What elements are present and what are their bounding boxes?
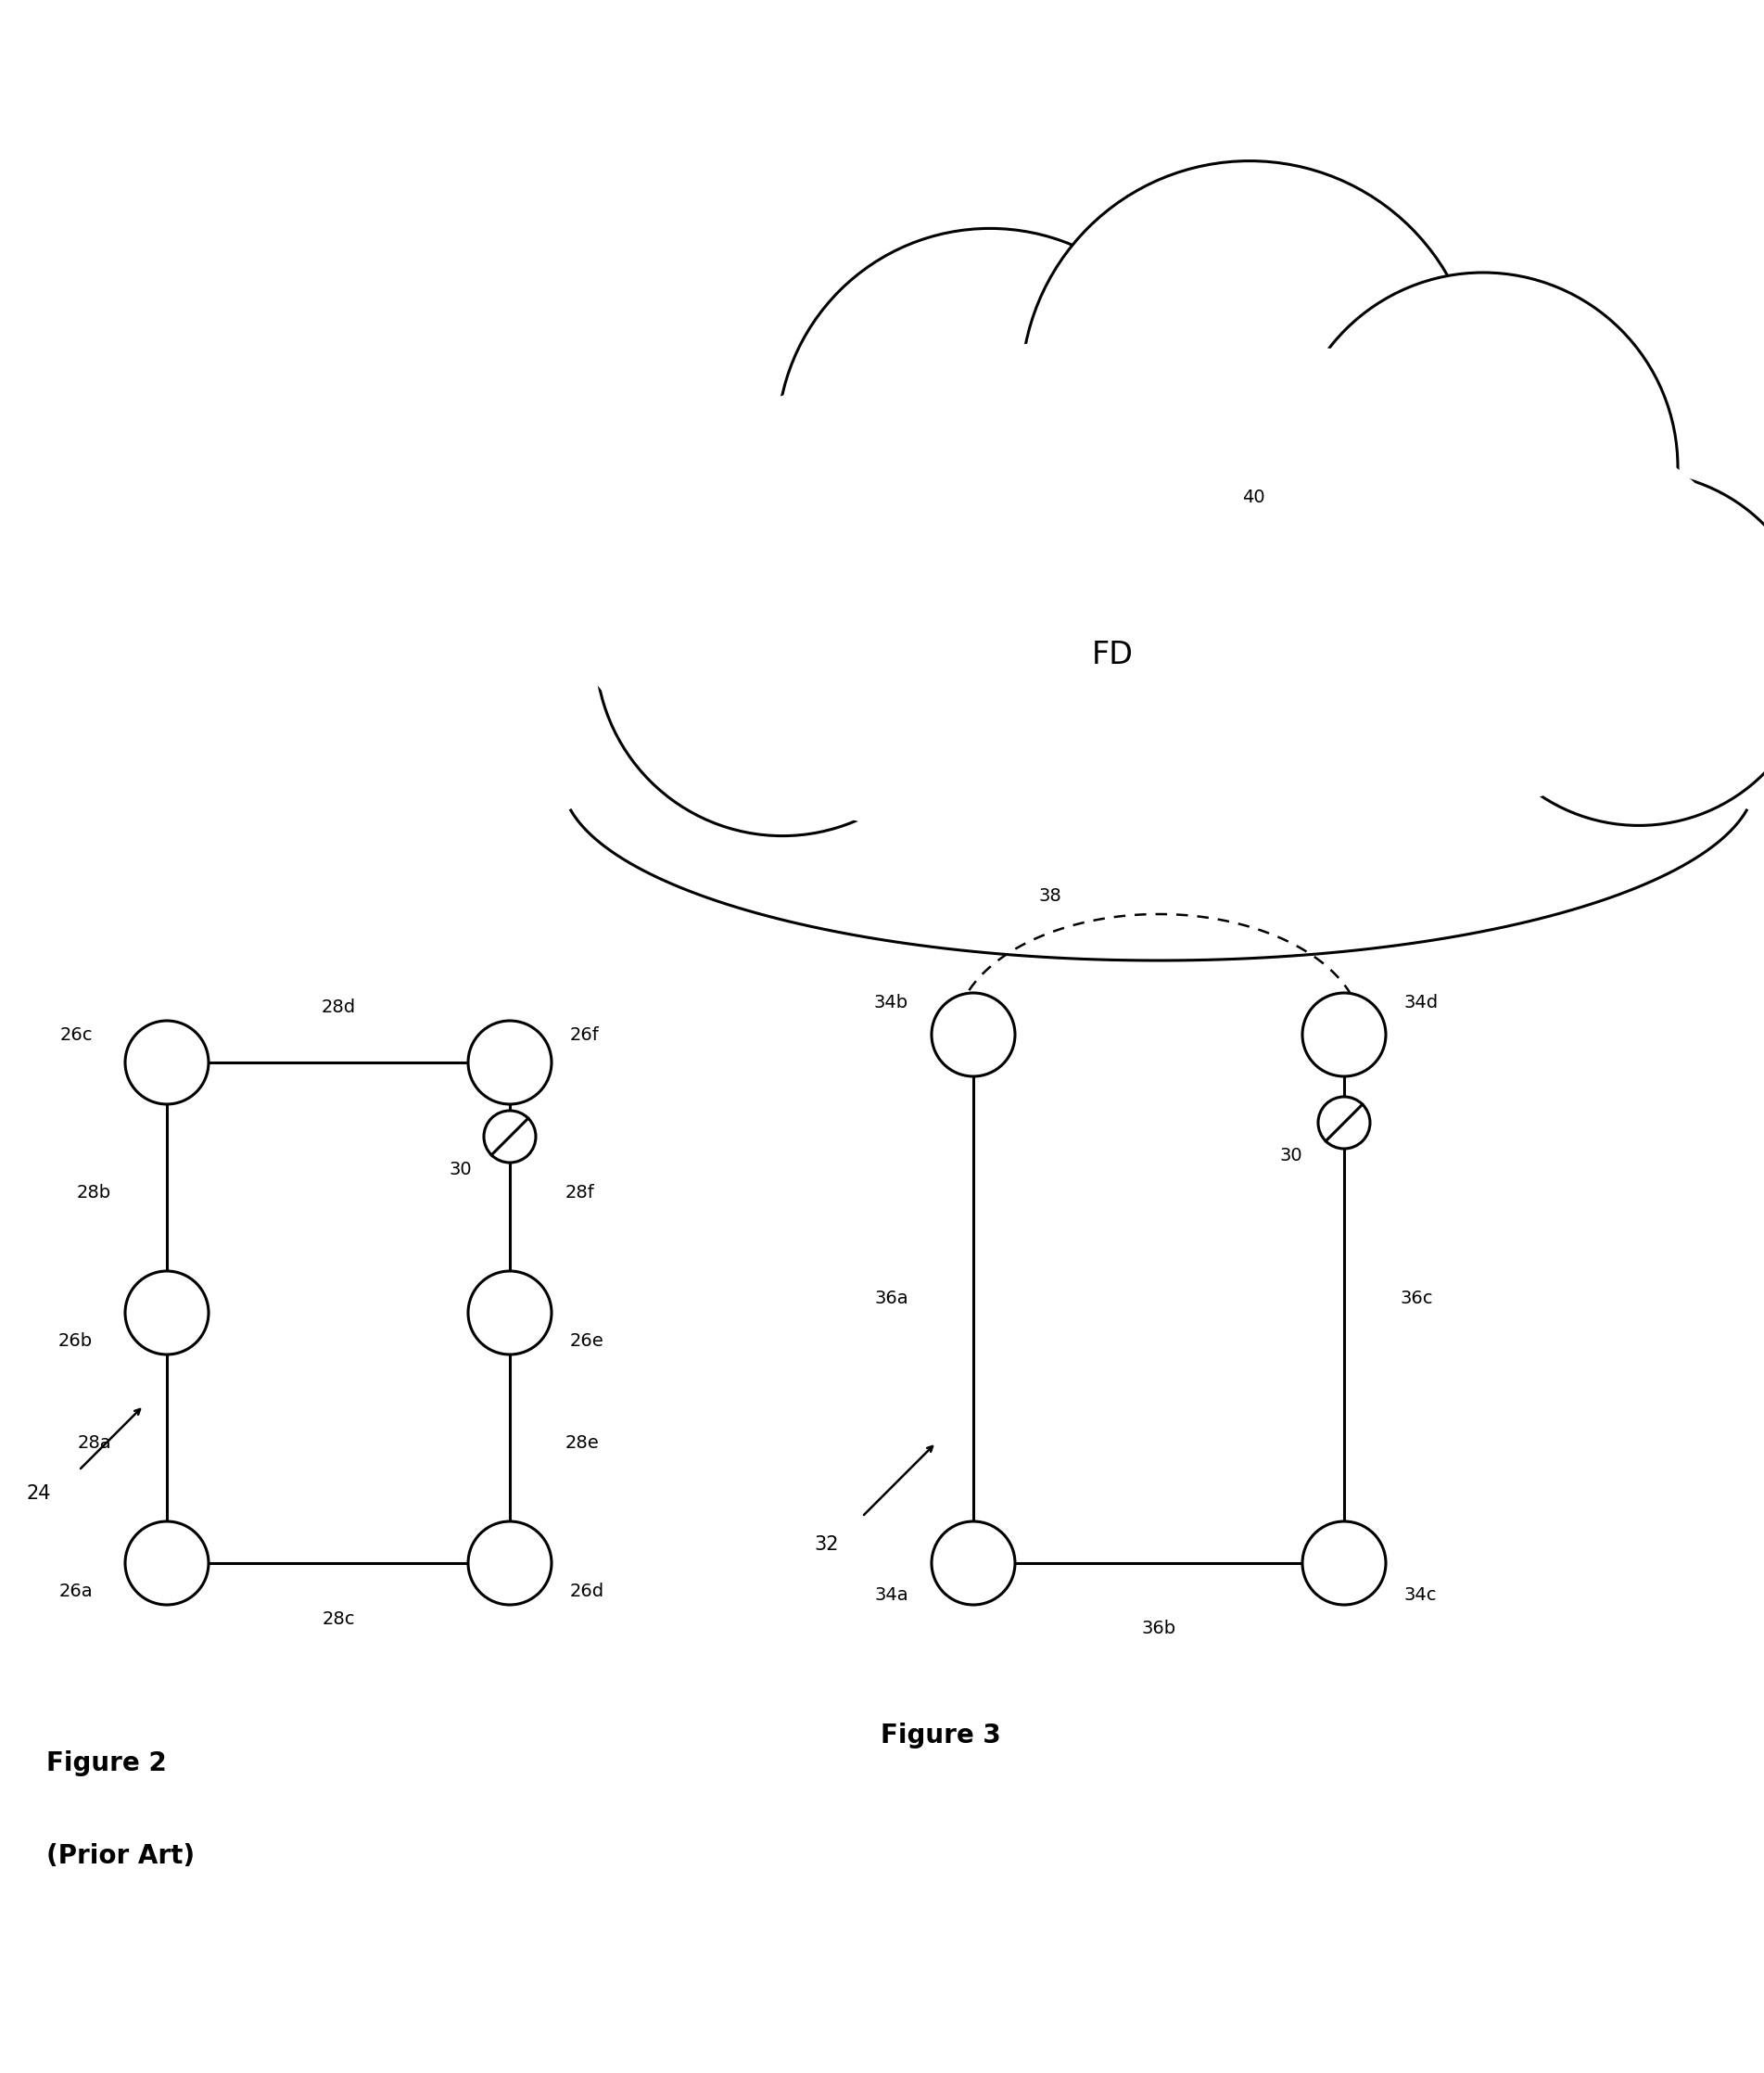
Text: 26d: 26d (570, 1582, 605, 1600)
Text: 26f: 26f (570, 1026, 600, 1043)
Circle shape (596, 462, 968, 835)
Text: 36a: 36a (875, 1289, 908, 1308)
Text: 26b: 26b (58, 1331, 93, 1350)
Text: 26e: 26e (570, 1331, 603, 1350)
Text: 34d: 34d (1404, 993, 1439, 1012)
Circle shape (1021, 162, 1478, 618)
Ellipse shape (561, 338, 1755, 856)
Text: Figure 3: Figure 3 (880, 1723, 1000, 1748)
Circle shape (931, 993, 1014, 1076)
Text: (Prior Art): (Prior Art) (46, 1843, 194, 1870)
Circle shape (1318, 1097, 1371, 1148)
Text: 28f: 28f (566, 1184, 594, 1200)
Circle shape (1302, 993, 1387, 1076)
Text: 40: 40 (1242, 487, 1265, 506)
Circle shape (125, 1020, 208, 1105)
Circle shape (931, 1522, 1014, 1605)
Text: 30: 30 (450, 1161, 473, 1177)
Text: FD: FD (1092, 638, 1132, 670)
Text: 36b: 36b (1141, 1619, 1177, 1638)
Circle shape (483, 1111, 536, 1163)
Text: 28d: 28d (321, 997, 356, 1016)
Circle shape (467, 1522, 552, 1605)
Circle shape (1288, 272, 1678, 661)
Text: 28b: 28b (78, 1184, 111, 1200)
Ellipse shape (536, 299, 1764, 869)
Text: 34a: 34a (875, 1586, 908, 1605)
Text: 28c: 28c (321, 1611, 355, 1627)
Text: 24: 24 (26, 1484, 51, 1503)
Text: 32: 32 (815, 1536, 840, 1555)
Text: 34c: 34c (1404, 1586, 1438, 1605)
Circle shape (467, 1271, 552, 1354)
Circle shape (125, 1522, 208, 1605)
Circle shape (125, 1271, 208, 1354)
Text: 38: 38 (1039, 887, 1062, 904)
Text: 36c: 36c (1399, 1289, 1432, 1308)
Text: 28a: 28a (78, 1435, 111, 1451)
Circle shape (1462, 473, 1764, 825)
Text: 30: 30 (1279, 1146, 1302, 1163)
Text: 28e: 28e (566, 1435, 600, 1451)
Text: 26c: 26c (60, 1026, 93, 1043)
Text: Figure 2: Figure 2 (46, 1750, 166, 1777)
Circle shape (778, 228, 1203, 655)
Circle shape (467, 1020, 552, 1105)
Text: 26a: 26a (58, 1582, 93, 1600)
Circle shape (1302, 1522, 1387, 1605)
Text: 34b: 34b (873, 993, 908, 1012)
